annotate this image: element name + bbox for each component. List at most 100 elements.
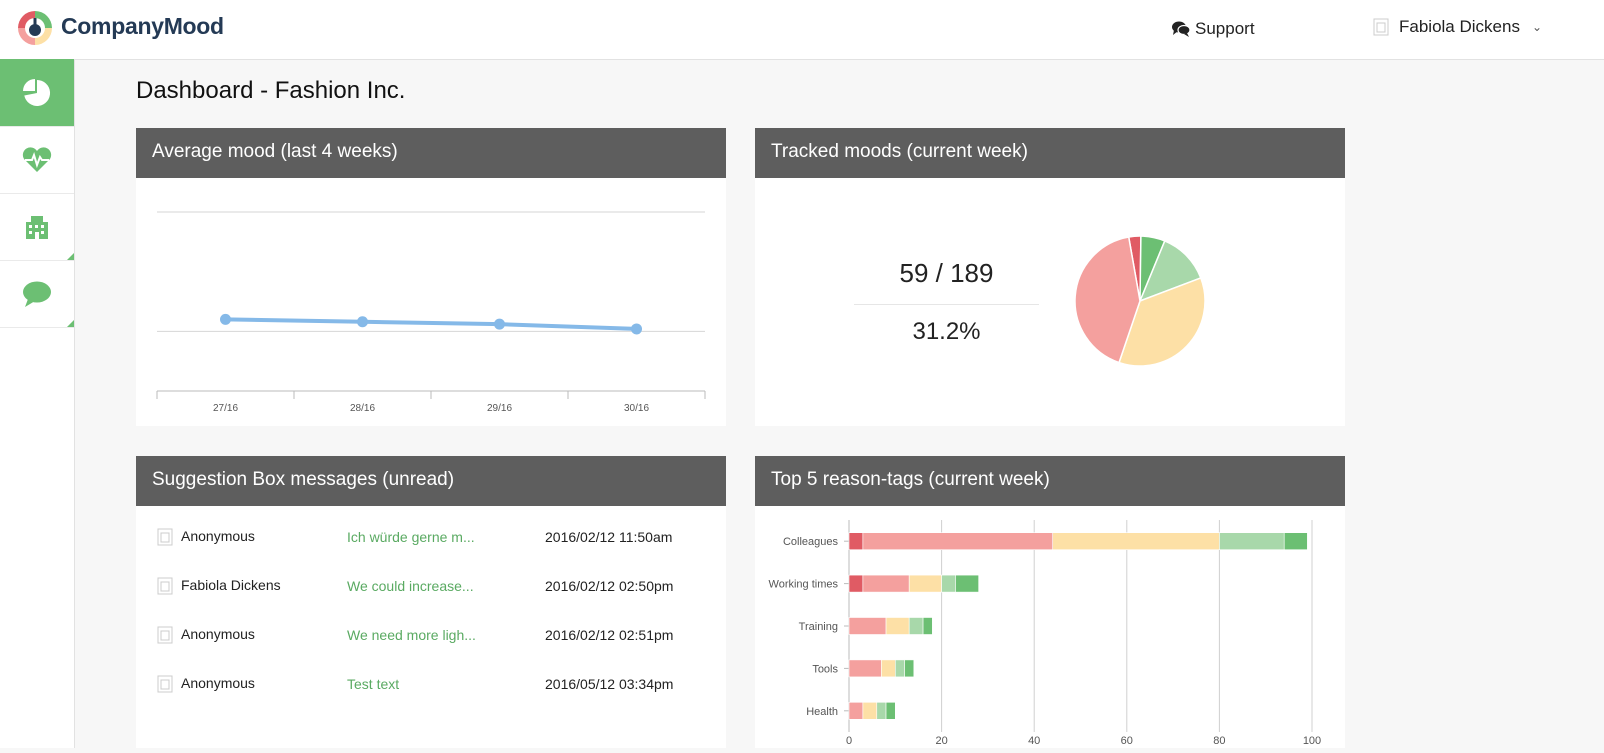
chevron-down-icon: ⌄: [1531, 20, 1543, 34]
card-title: Tracked moods (current week): [755, 128, 1345, 178]
y-tick-label: Colleagues: [783, 536, 839, 548]
average-mood-line-chart: 27/16 28/16 29/16 30/16: [156, 211, 706, 414]
suggestion-box-card: Suggestion Box messages (unread): [136, 456, 726, 748]
sidebar: [0, 59, 75, 748]
bar-segment: [848, 617, 887, 635]
message-sender: Anonymous: [181, 626, 255, 642]
heartbeat-icon: [22, 146, 52, 172]
message-preview-link[interactable]: Ich würde gerne m...: [347, 529, 475, 545]
tracked-total-value: 189: [950, 258, 994, 288]
tracked-count-value: 59: [899, 258, 929, 288]
message-sender: Anonymous: [181, 528, 255, 544]
x-tick-label: 100: [1303, 735, 1321, 747]
message-date: 2016/02/12 02:50pm: [545, 578, 674, 594]
bar-segment: [922, 617, 933, 635]
bar-segment: [848, 574, 864, 593]
bar-segment: [941, 574, 956, 593]
chat-bubbles-icon: [1172, 21, 1191, 37]
bar-segment: [1052, 532, 1220, 551]
support-label: Support: [1195, 19, 1255, 38]
data-point: [631, 323, 642, 335]
page-title: Dashboard - Fashion Inc.: [136, 77, 406, 104]
message-sender: Fabiola Dickens: [181, 577, 281, 593]
pie-slice: [1118, 276, 1206, 367]
card-title: Top 5 reason-tags (current week): [755, 456, 1345, 506]
x-tick-label: 60: [1121, 735, 1133, 747]
y-tick-label: Health: [806, 706, 838, 718]
y-tick-label: Training: [799, 621, 838, 633]
message-preview-link[interactable]: Test text: [347, 676, 400, 692]
tracked-slash: /: [928, 258, 951, 288]
chat-bubble-icon: [23, 281, 51, 307]
avatar-placeholder-icon: [157, 577, 173, 595]
submenu-indicator-icon: [67, 320, 74, 327]
avatar-placeholder-icon: [1373, 18, 1389, 36]
tracked-percent: 31.2%: [912, 318, 981, 345]
x-tick-label: 30/16: [624, 403, 649, 414]
bar-segment: [904, 659, 915, 678]
x-tick-label: 0: [846, 735, 852, 747]
bar-segment: [848, 532, 864, 551]
submenu-indicator-icon: [67, 253, 74, 260]
x-tick-label: 28/16: [350, 403, 375, 414]
x-tick-label: 80: [1213, 735, 1225, 747]
x-tick-label: 27/16: [213, 403, 238, 414]
sidebar-item-mood[interactable]: [0, 126, 74, 194]
bar-segment: [1283, 532, 1308, 551]
bar-segment: [908, 617, 924, 635]
pie-slice: [1074, 236, 1141, 364]
tracked-moods-card: Tracked moods (current week): [755, 128, 1345, 426]
building-icon: [26, 215, 48, 239]
dashboard-pie-icon: [23, 78, 51, 106]
bar-segment: [885, 702, 896, 720]
card-title: Suggestion Box messages (unread): [136, 456, 726, 506]
bar-segment: [862, 532, 1054, 551]
user-name: Fabiola Dickens: [1399, 17, 1520, 36]
bar-segment: [908, 574, 942, 593]
avatar-placeholder-icon: [157, 528, 173, 546]
bar-segment: [876, 702, 887, 720]
message-row[interactable]: Anonymous Test text 2016/05/12 03:34pm: [155, 672, 715, 702]
sidebar-item-dashboard[interactable]: [0, 59, 74, 127]
y-tick-label: Working times: [769, 579, 839, 591]
message-row[interactable]: Anonymous We need more ligh... 2016/02/12 …: [155, 623, 715, 653]
message-date: 2016/05/12 03:34pm: [545, 676, 674, 692]
data-point: [357, 316, 368, 328]
bar-segment: [955, 574, 979, 593]
x-tick-label: 20: [935, 735, 947, 747]
x-tick-label: 29/16: [487, 403, 512, 414]
message-sender: Anonymous: [181, 675, 255, 691]
x-tick-label: 40: [1028, 735, 1040, 747]
average-mood-card: Average mood (last 4 weeks) 27/16 28/16 29…: [136, 128, 726, 426]
data-point: [494, 318, 505, 330]
message-date: 2016/02/12 02:51pm: [545, 627, 674, 643]
tracked-count: 59 / 189: [854, 258, 1039, 289]
top-bar: CompanyMood Support Fabiola Dickens ⌄: [0, 0, 1604, 60]
message-preview-link[interactable]: We need more ligh...: [347, 627, 476, 643]
message-preview-link[interactable]: We could increase...: [347, 578, 474, 594]
support-link[interactable]: Support: [1171, 19, 1255, 39]
sidebar-item-company[interactable]: [0, 193, 74, 261]
tracked-moods-pie-chart: [1074, 235, 1206, 367]
message-row[interactable]: Fabiola Dickens We could increase... 2016/…: [155, 574, 715, 604]
stat-divider: [854, 304, 1039, 305]
bar-segment: [862, 574, 910, 593]
brand-name[interactable]: CompanyMood: [61, 13, 224, 39]
company-mood-logo-icon[interactable]: [17, 10, 53, 46]
mood-line: [223, 317, 639, 331]
data-point: [220, 313, 231, 325]
bar-segment: [881, 659, 896, 678]
sidebar-item-messages[interactable]: [0, 260, 74, 328]
message-row[interactable]: Anonymous Ich würde gerne m... 2016/02/12 …: [155, 525, 715, 555]
reason-tags-bar-chart: 0 20 40 60 80 100 Colleagues Working times Train…: [769, 520, 1321, 747]
bar-segment: [848, 702, 864, 720]
bar-segment: [895, 659, 905, 678]
avatar-placeholder-icon: [157, 626, 173, 644]
bar-segment: [848, 659, 882, 678]
card-title: Average mood (last 4 weeks): [136, 128, 726, 178]
y-tick-label: Tools: [812, 663, 838, 675]
message-date: 2016/02/12 11:50am: [545, 529, 673, 545]
bar-segment: [1219, 532, 1285, 551]
user-menu[interactable]: Fabiola Dickens ⌄: [1371, 17, 1542, 37]
avatar-placeholder-icon: [157, 675, 173, 693]
